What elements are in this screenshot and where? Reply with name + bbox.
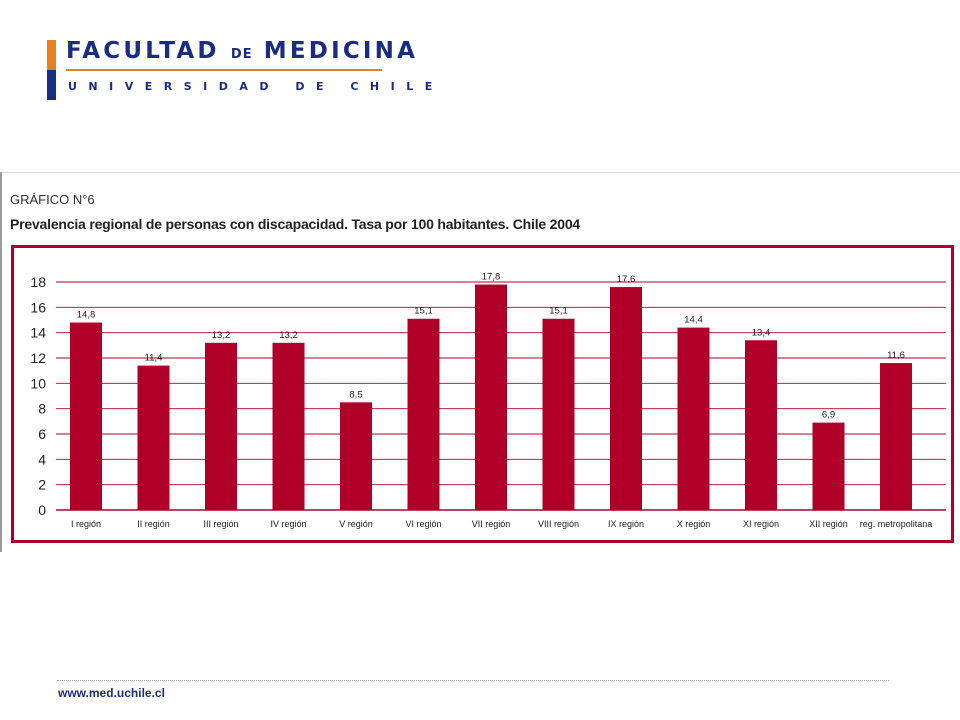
data-label: 17,8: [482, 272, 501, 283]
logo-divider: [66, 69, 382, 71]
bar: [812, 422, 845, 510]
bar: [880, 363, 912, 510]
y-tick-label: 18: [30, 274, 46, 290]
bar: [407, 318, 440, 510]
bar: [205, 342, 237, 510]
x-tick-label: X región: [677, 519, 711, 529]
y-tick-label: 10: [30, 375, 46, 391]
logo-university-name: UNIVERSIDAD DE CHILE: [68, 80, 444, 93]
footer-url: www.med.uchile.cl: [58, 686, 165, 700]
footer-divider: [57, 680, 889, 681]
data-label: 14,8: [77, 310, 96, 321]
x-tick-label: XI región: [743, 519, 779, 529]
chart-title: Prevalencia regional de personas con dis…: [10, 216, 581, 232]
x-tick-label: III región: [203, 519, 238, 529]
chart-frame: 0 2 4 6 8 10 12 14 16 18 14,8 I región 11,4 II región…: [11, 245, 954, 543]
logo-orange-bar: [47, 40, 56, 70]
data-label: 15,1: [414, 306, 433, 317]
bar: [70, 322, 102, 510]
bar: [610, 287, 642, 510]
data-label: 13,4: [752, 327, 771, 338]
data-label: 13,2: [279, 330, 298, 341]
x-tick-label: reg. metropolitana: [860, 519, 933, 529]
x-tick-label: IV región: [270, 519, 306, 529]
y-tick-label: 8: [38, 401, 46, 417]
x-tick-label: V región: [339, 519, 373, 529]
x-tick-label: VIII región: [538, 519, 579, 529]
x-tick-label: VII región: [472, 519, 511, 529]
x-tick-label: VI región: [405, 519, 441, 529]
bar: [542, 318, 575, 510]
x-tick-label: II región: [137, 519, 170, 529]
logo-faculty-name: FACULTAD DE MEDICINA: [66, 38, 419, 64]
figure-left-border: [0, 172, 2, 552]
bar: [475, 284, 507, 510]
data-label: 13,2: [212, 330, 231, 341]
x-tick-label: XII región: [809, 519, 848, 529]
bar: [745, 340, 777, 510]
figure-top-border: [0, 172, 960, 173]
y-tick-label: 12: [30, 350, 46, 366]
y-tick-label: 2: [38, 477, 46, 493]
logo-blue-bar: [47, 70, 56, 100]
bar-chart: 0 2 4 6 8 10 12 14 16 18 14,8 I región 11,4 II región…: [30, 272, 946, 529]
y-tick-label: 6: [38, 426, 46, 442]
data-label: 11,6: [887, 350, 905, 361]
bar: [340, 402, 372, 510]
data-label: 15,1: [549, 306, 568, 317]
y-tick-label: 14: [30, 325, 46, 341]
data-label: 11,4: [145, 353, 163, 364]
bar: [677, 327, 710, 510]
figure-label: GRÁFICO N°6: [10, 192, 95, 207]
x-tick-label: IX región: [608, 519, 644, 529]
data-label: 14,4: [684, 315, 703, 326]
data-label: 17,6: [617, 274, 636, 285]
bar: [272, 342, 305, 510]
y-tick-label: 16: [30, 299, 46, 315]
x-tick-label: I región: [71, 519, 101, 529]
bar: [137, 365, 170, 510]
data-label: 6,9: [822, 410, 835, 421]
data-label: 8,5: [349, 389, 362, 400]
y-tick-label: 4: [38, 451, 46, 467]
y-tick-label: 0: [38, 502, 46, 518]
